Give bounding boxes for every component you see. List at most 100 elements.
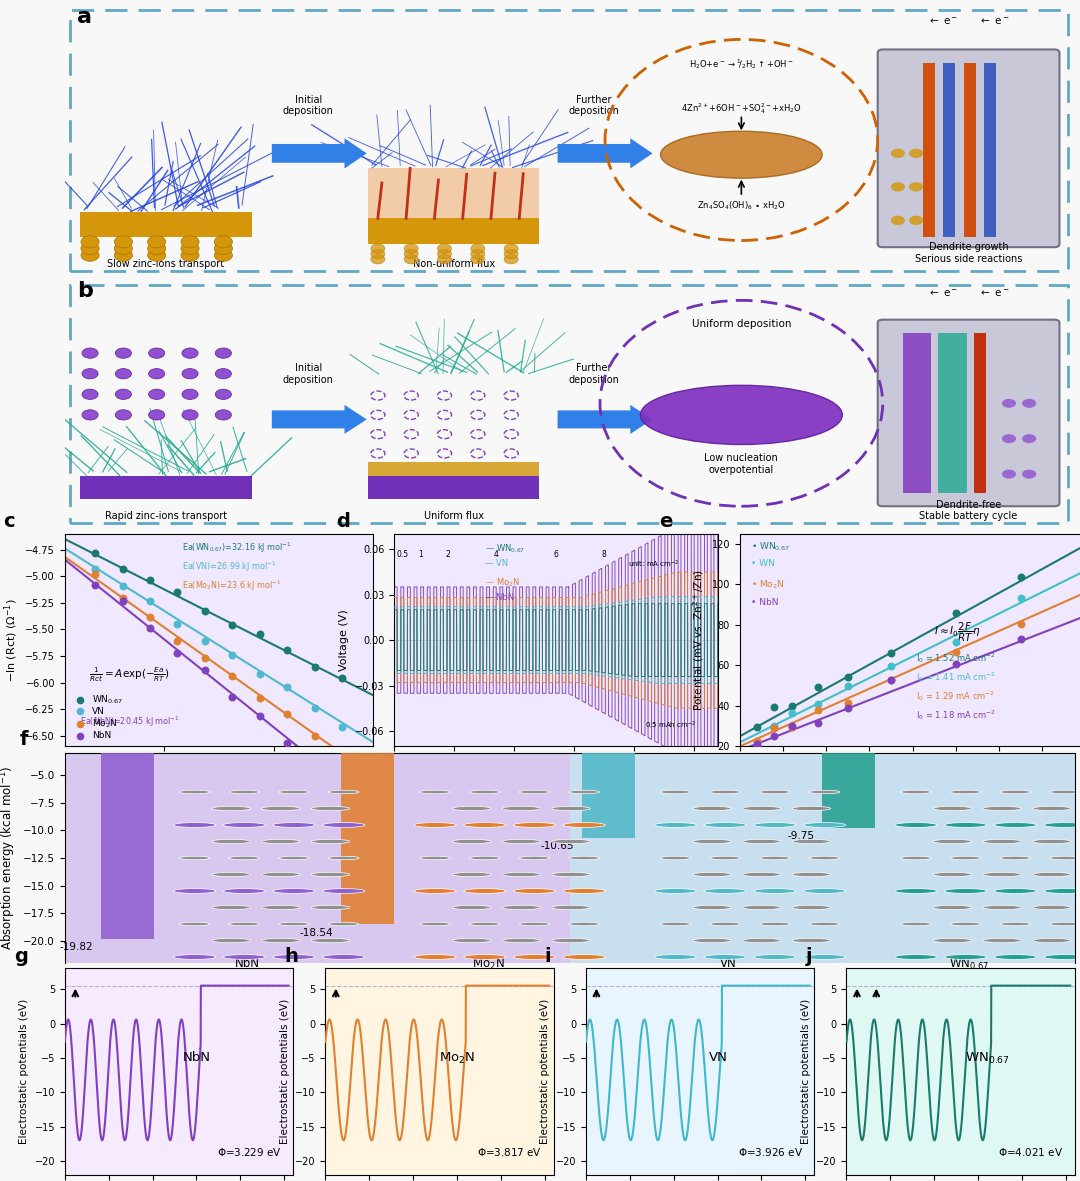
Text: • Mo$_2$N: • Mo$_2$N bbox=[751, 579, 784, 590]
Circle shape bbox=[983, 906, 1022, 909]
Y-axis label: $-$ln (Rct) ($\Omega^{-1}$): $-$ln (Rct) ($\Omega^{-1}$) bbox=[2, 599, 19, 681]
Circle shape bbox=[809, 922, 840, 926]
Point bbox=[279, 704, 296, 723]
Circle shape bbox=[116, 368, 132, 379]
Circle shape bbox=[273, 888, 315, 893]
Y-axis label: Voltage (V): Voltage (V) bbox=[339, 609, 350, 671]
Point bbox=[766, 718, 783, 737]
Circle shape bbox=[453, 840, 490, 843]
Circle shape bbox=[1000, 856, 1030, 860]
Circle shape bbox=[181, 410, 198, 420]
Text: • NbN: • NbN bbox=[751, 598, 779, 607]
Circle shape bbox=[328, 856, 359, 860]
Bar bbox=[939, 333, 967, 494]
Bar bbox=[341, 720, 394, 925]
Point bbox=[1012, 614, 1029, 633]
Circle shape bbox=[742, 807, 781, 810]
Circle shape bbox=[215, 368, 231, 379]
Point bbox=[839, 699, 856, 718]
Circle shape bbox=[470, 856, 500, 860]
Circle shape bbox=[1032, 807, 1071, 810]
Circle shape bbox=[519, 856, 550, 860]
Text: VN: VN bbox=[720, 957, 737, 970]
Circle shape bbox=[742, 840, 781, 843]
Bar bbox=[903, 333, 931, 494]
Circle shape bbox=[1050, 856, 1080, 860]
Circle shape bbox=[792, 840, 831, 843]
Circle shape bbox=[470, 790, 500, 794]
Point bbox=[113, 592, 131, 611]
Circle shape bbox=[414, 823, 456, 828]
Point bbox=[86, 560, 104, 579]
Circle shape bbox=[174, 954, 216, 959]
Circle shape bbox=[519, 790, 550, 794]
Point bbox=[86, 543, 104, 562]
Circle shape bbox=[273, 954, 315, 959]
Point bbox=[113, 589, 131, 608]
X-axis label: 1000/T (K$^{-1}$): 1000/T (K$^{-1}$) bbox=[183, 771, 255, 789]
Point bbox=[307, 755, 324, 774]
Y-axis label: Potential (mV vs. Zn$^{2+}$/Zn): Potential (mV vs. Zn$^{2+}$/Zn) bbox=[691, 569, 706, 711]
Circle shape bbox=[212, 840, 251, 843]
Text: Non-uniform flux: Non-uniform flux bbox=[413, 260, 495, 269]
Circle shape bbox=[148, 242, 166, 255]
Circle shape bbox=[950, 856, 981, 860]
Circle shape bbox=[1044, 823, 1080, 828]
Circle shape bbox=[214, 236, 232, 248]
Text: Further
deposition: Further deposition bbox=[568, 363, 619, 385]
Text: j: j bbox=[806, 947, 812, 966]
Point bbox=[783, 697, 800, 716]
Circle shape bbox=[1000, 790, 1030, 794]
Circle shape bbox=[754, 888, 796, 893]
Text: -19.82: -19.82 bbox=[59, 941, 93, 952]
Circle shape bbox=[453, 939, 490, 942]
Circle shape bbox=[933, 807, 972, 810]
Circle shape bbox=[215, 348, 231, 358]
Bar bbox=[100, 720, 153, 939]
Circle shape bbox=[804, 823, 846, 828]
Circle shape bbox=[944, 954, 987, 959]
Circle shape bbox=[212, 807, 251, 810]
Circle shape bbox=[944, 823, 987, 828]
Circle shape bbox=[471, 255, 485, 263]
Text: Ea(WN$_{0.67}$)=32.16 kJ mol$^{-1}$: Ea(WN$_{0.67}$)=32.16 kJ mol$^{-1}$ bbox=[181, 540, 292, 555]
Text: Rapid zinc-ions transport: Rapid zinc-ions transport bbox=[105, 511, 227, 521]
Circle shape bbox=[563, 823, 605, 828]
X-axis label: Current density (mA cm$^{-2}$): Current density (mA cm$^{-2}$) bbox=[848, 771, 999, 790]
Point bbox=[766, 727, 783, 746]
Circle shape bbox=[754, 954, 796, 959]
Circle shape bbox=[950, 790, 981, 794]
Bar bbox=[368, 476, 539, 498]
Text: VN: VN bbox=[708, 1051, 728, 1064]
Circle shape bbox=[792, 873, 831, 876]
Circle shape bbox=[710, 790, 741, 794]
Circle shape bbox=[279, 790, 309, 794]
Point bbox=[882, 671, 900, 690]
Text: 0.5 mAh cm$^{-2}$: 0.5 mAh cm$^{-2}$ bbox=[645, 719, 696, 731]
Text: Mo$_2$N: Mo$_2$N bbox=[440, 1050, 476, 1065]
Circle shape bbox=[901, 856, 931, 860]
Circle shape bbox=[994, 888, 1037, 893]
Circle shape bbox=[654, 888, 697, 893]
Circle shape bbox=[181, 242, 199, 255]
Circle shape bbox=[148, 236, 166, 248]
Circle shape bbox=[754, 823, 796, 828]
Text: Dendrite growth
Serious side reactions: Dendrite growth Serious side reactions bbox=[915, 242, 1023, 263]
Text: $\leftarrow$ e$^-$      $\leftarrow$ e$^-$: $\leftarrow$ e$^-$ $\leftarrow$ e$^-$ bbox=[928, 288, 1010, 299]
Circle shape bbox=[179, 790, 210, 794]
Circle shape bbox=[1032, 906, 1071, 909]
Circle shape bbox=[552, 840, 590, 843]
Circle shape bbox=[82, 368, 98, 379]
Ellipse shape bbox=[661, 131, 822, 178]
Text: $\Phi$=3.817 eV: $\Phi$=3.817 eV bbox=[477, 1147, 542, 1159]
Circle shape bbox=[742, 906, 781, 909]
Bar bbox=[80, 476, 252, 498]
Circle shape bbox=[654, 954, 697, 959]
Circle shape bbox=[792, 807, 831, 810]
Text: I$_0$ = 1.29 mA cm$^{-2}$: I$_0$ = 1.29 mA cm$^{-2}$ bbox=[916, 690, 995, 703]
Point bbox=[197, 660, 214, 679]
Point bbox=[1012, 567, 1029, 586]
Text: unit: mA cm$^{-2}$: unit: mA cm$^{-2}$ bbox=[629, 559, 679, 569]
Text: NbN: NbN bbox=[235, 957, 260, 970]
Point bbox=[334, 717, 351, 736]
